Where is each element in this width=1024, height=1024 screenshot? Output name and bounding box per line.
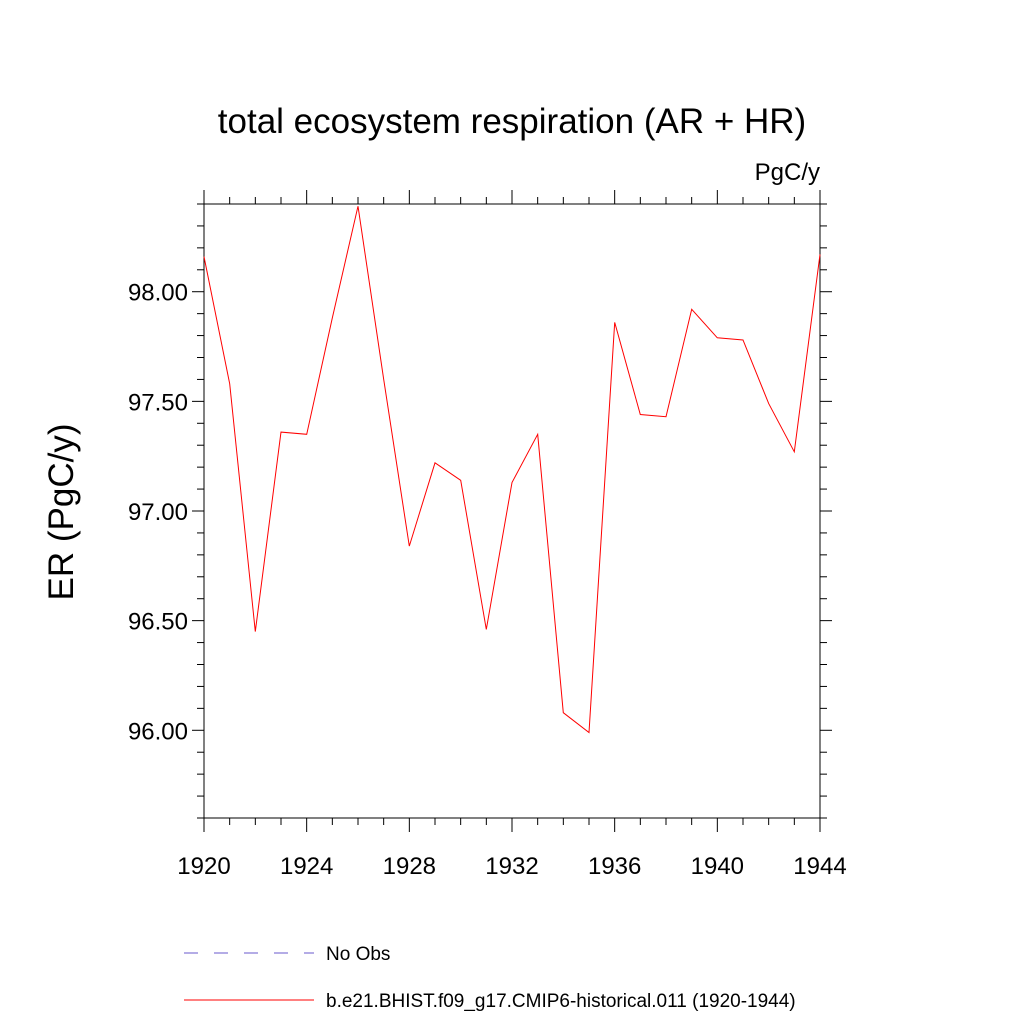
x-tick-label: 1928 <box>383 853 436 880</box>
y-tick-label: 97.50 <box>128 389 188 416</box>
y-tick-label: 97.00 <box>128 499 188 526</box>
x-tick-label: 1920 <box>177 853 230 880</box>
series-line <box>203 206 821 734</box>
x-tick-label: 1940 <box>691 853 744 880</box>
y-tick-label: 96.50 <box>128 609 188 636</box>
y-axis-label: ER (PgC/y) <box>42 424 81 601</box>
x-tick-labels: 1920 1924 1928 1932 1936 1940 1944 <box>177 853 846 880</box>
y-tick-labels: 96.00 96.50 97.00 97.50 98.00 <box>128 280 188 746</box>
legend: No Obs b.e21.BHIST.f09_g17.CMIP6-historic… <box>184 944 796 1012</box>
x-tick-label: 1944 <box>793 853 846 880</box>
axis-ticks <box>192 190 832 832</box>
y-tick-label: 96.00 <box>128 718 188 745</box>
x-tick-label: 1932 <box>485 853 538 880</box>
plot-frame <box>203 203 821 819</box>
y-tick-label: 98.00 <box>128 280 188 307</box>
legend-label: No Obs <box>326 944 390 965</box>
series-group <box>203 206 821 734</box>
chart-title: total ecosystem respiration (AR + HR) <box>218 102 806 141</box>
units-label: PgC/y <box>755 159 820 186</box>
legend-label: b.e21.BHIST.f09_g17.CMIP6-historical.011… <box>326 991 796 1012</box>
x-tick-label: 1936 <box>588 853 641 880</box>
x-tick-label: 1924 <box>280 853 333 880</box>
